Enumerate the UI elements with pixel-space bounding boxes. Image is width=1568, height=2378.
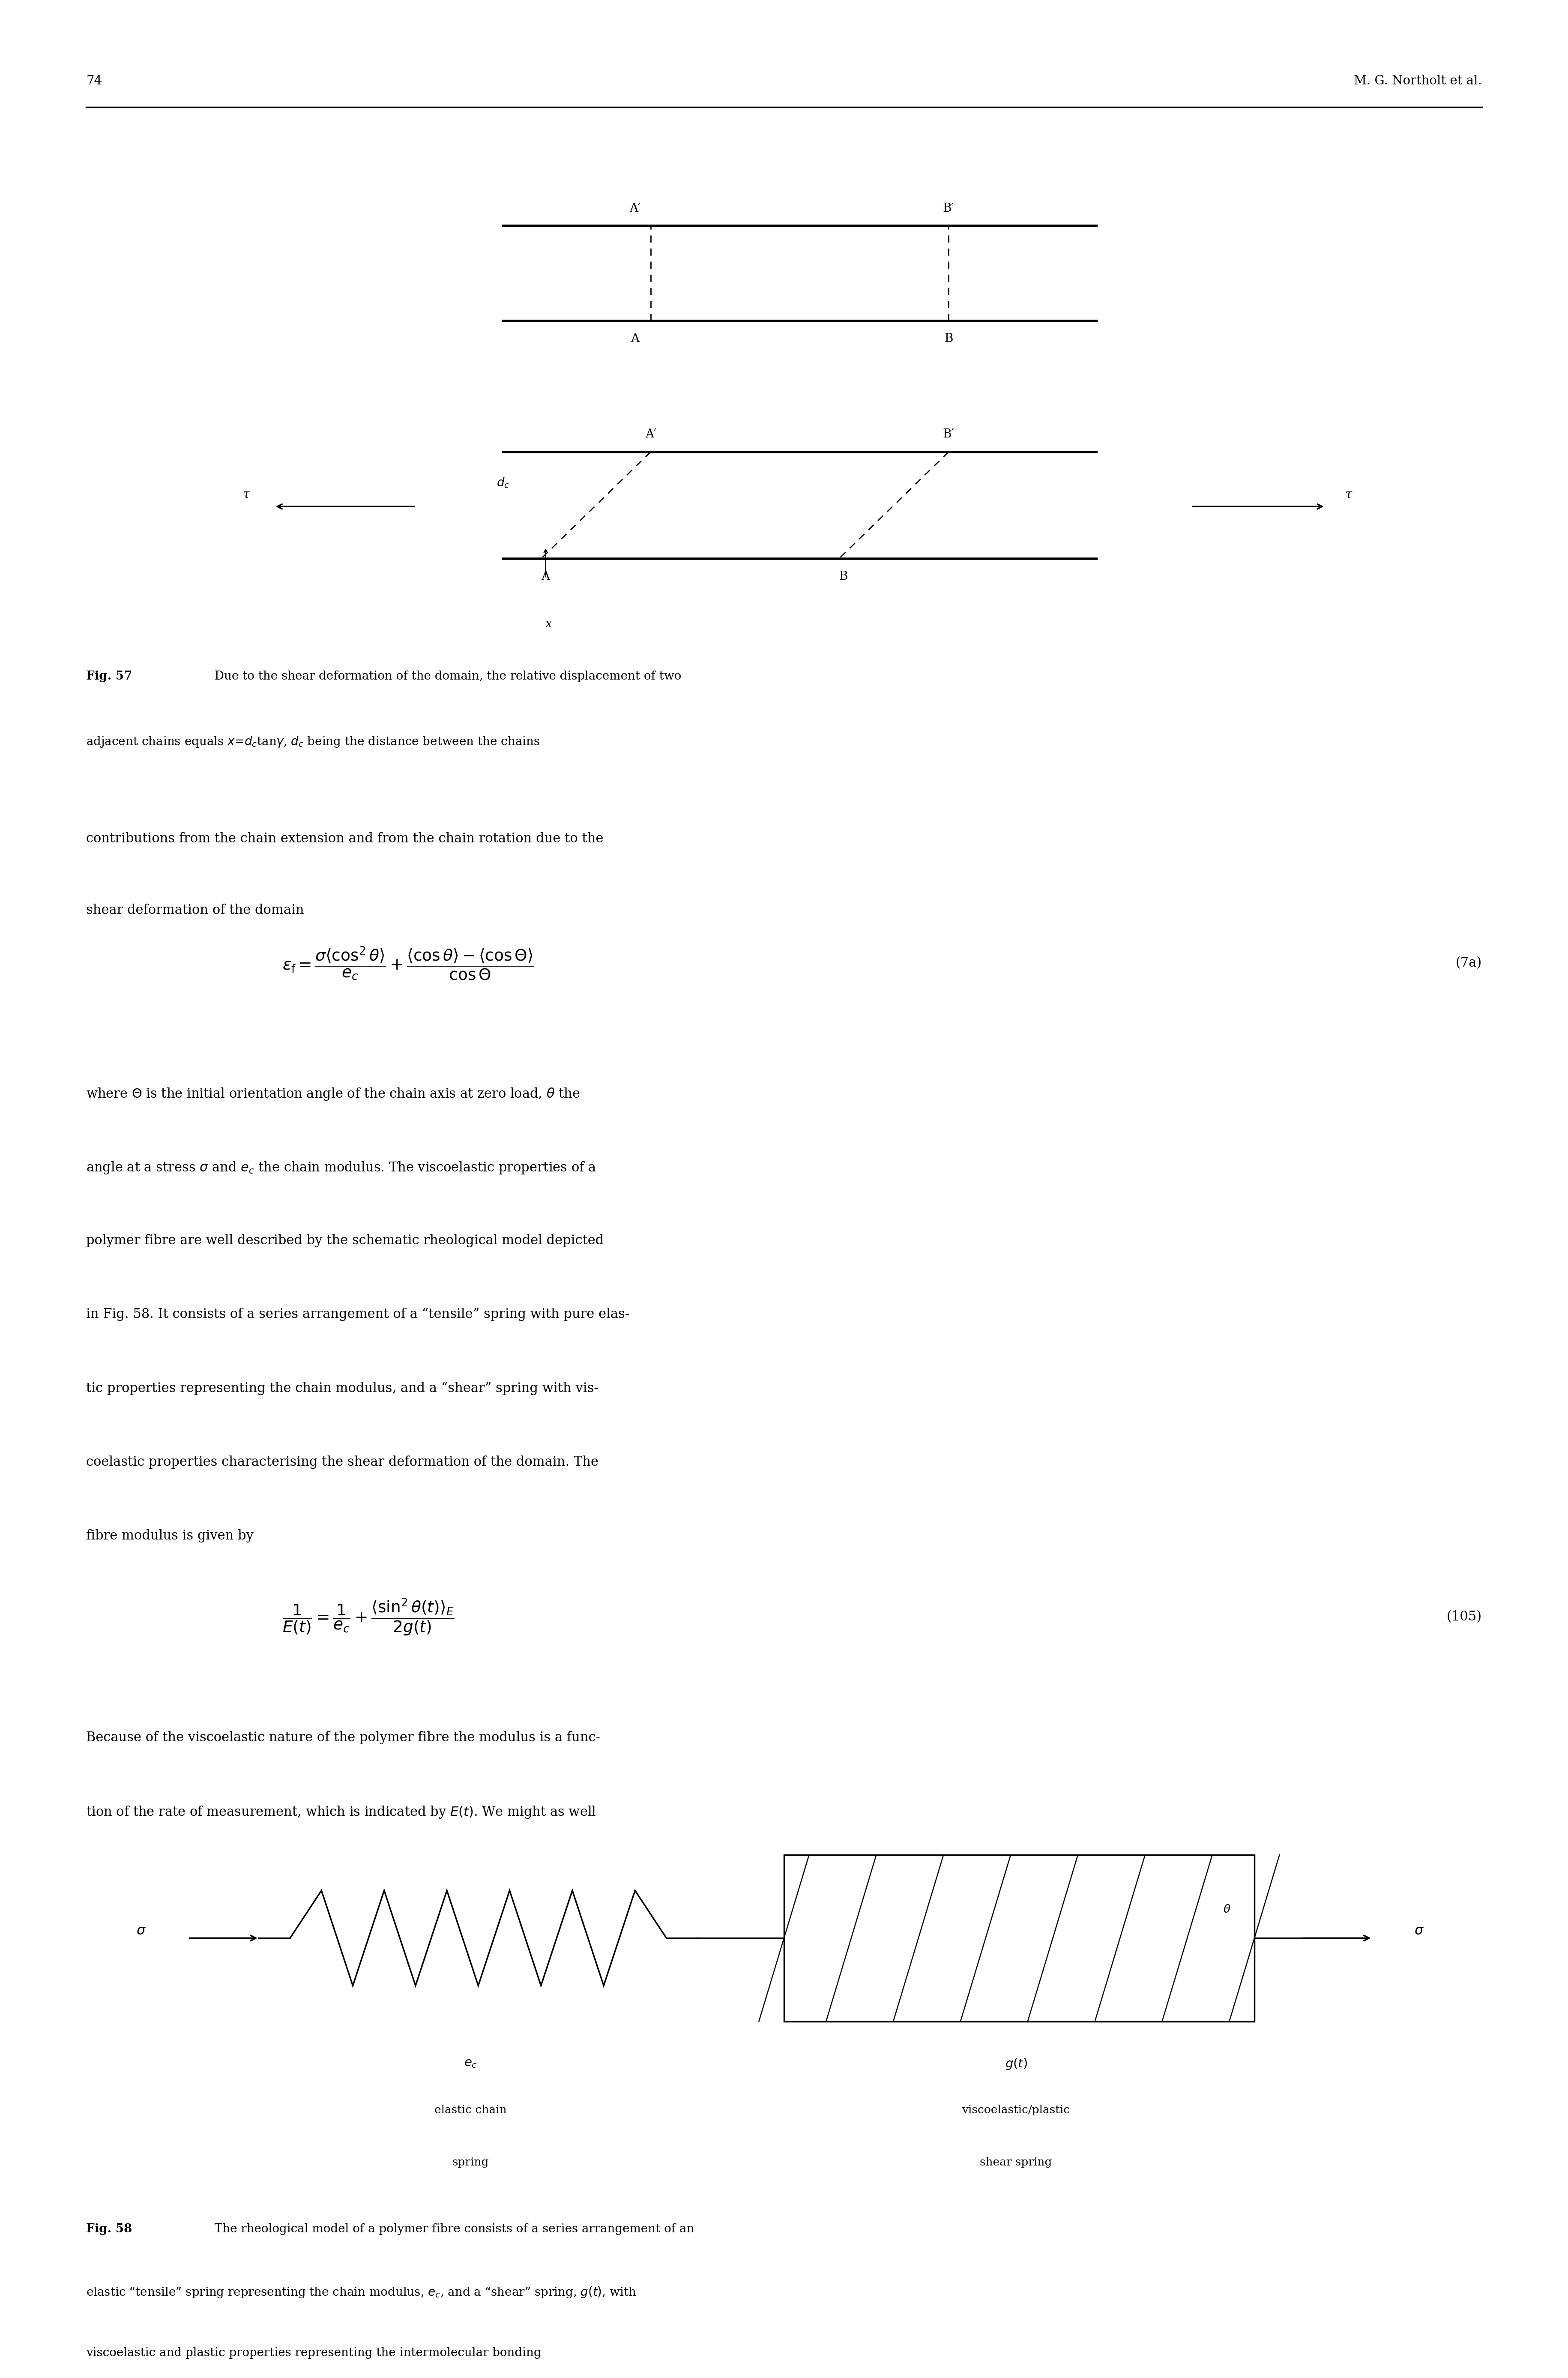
Text: (105): (105) (1447, 1610, 1482, 1624)
Text: B′: B′ (942, 428, 955, 440)
Text: tic properties representing the chain modulus, and a “shear” spring with vis-: tic properties representing the chain mo… (86, 1382, 599, 1396)
Text: shear spring: shear spring (980, 2157, 1052, 2169)
Text: $\dfrac{1}{E(t)} = \dfrac{1}{e_c} + \dfrac{\langle\sin^2\theta(t)\rangle_E}{2g(t: $\dfrac{1}{E(t)} = \dfrac{1}{e_c} + \dfr… (282, 1598, 455, 1636)
Text: $\theta$: $\theta$ (1223, 1905, 1231, 1914)
Text: angle at a stress $\sigma$ and $e_c$ the chain modulus. The viscoelastic propert: angle at a stress $\sigma$ and $e_c$ the… (86, 1160, 596, 1175)
Text: elastic chain: elastic chain (434, 2105, 506, 2116)
Text: $\sigma$: $\sigma$ (1414, 1924, 1424, 1938)
Text: polymer fibre are well described by the schematic rheological model depicted: polymer fibre are well described by the … (86, 1234, 604, 1248)
Text: Fig. 58: Fig. 58 (86, 2223, 132, 2235)
Text: (7a): (7a) (1455, 956, 1482, 970)
Text: τ: τ (243, 487, 249, 502)
Text: viscoelastic and plastic properties representing the intermolecular bonding: viscoelastic and plastic properties repr… (86, 2347, 541, 2359)
Text: A′: A′ (629, 202, 641, 214)
Text: contributions from the chain extension and from the chain rotation due to the: contributions from the chain extension a… (86, 832, 604, 847)
Text: x: x (546, 618, 552, 630)
Text: $\varepsilon_{\mathrm{f}} = \dfrac{\sigma\langle\cos^2\theta\rangle}{e_c} + \dfr: $\varepsilon_{\mathrm{f}} = \dfrac{\sigm… (282, 944, 535, 982)
Text: elastic “tensile” spring representing the chain modulus, $e_c$, and a “shear” sp: elastic “tensile” spring representing th… (86, 2285, 637, 2300)
Text: coelastic properties characterising the shear deformation of the domain. The: coelastic properties characterising the … (86, 1455, 599, 1470)
Text: $e_c$: $e_c$ (464, 2057, 477, 2069)
Text: The rheological model of a polymer fibre consists of a series arrangement of an: The rheological model of a polymer fibre… (207, 2223, 695, 2235)
Text: τ: τ (1345, 487, 1352, 502)
Text: spring: spring (452, 2157, 489, 2169)
Text: viscoelastic/plastic: viscoelastic/plastic (963, 2105, 1069, 2116)
Text: Fig. 57: Fig. 57 (86, 671, 132, 682)
Text: $d_c$: $d_c$ (497, 476, 510, 490)
Text: adjacent chains equals $x$=$d_c$tan$\gamma$, $d_c$ being the distance between th: adjacent chains equals $x$=$d_c$tan$\gam… (86, 735, 539, 749)
Text: 74: 74 (86, 74, 102, 88)
Text: tion of the rate of measurement, which is indicated by $E(t)$. We might as well: tion of the rate of measurement, which i… (86, 1805, 596, 1819)
Text: $g(t)$: $g(t)$ (1005, 2057, 1027, 2071)
Text: B: B (944, 333, 953, 345)
Text: B′: B′ (942, 202, 955, 214)
Text: $\sigma$: $\sigma$ (136, 1924, 146, 1938)
Text: in Fig. 58. It consists of a series arrangement of a “tensile” spring with pure : in Fig. 58. It consists of a series arra… (86, 1308, 629, 1322)
Text: A: A (541, 571, 550, 583)
Text: Because of the viscoelastic nature of the polymer fibre the modulus is a func-: Because of the viscoelastic nature of th… (86, 1731, 601, 1745)
Text: A: A (630, 333, 640, 345)
Text: shear deformation of the domain: shear deformation of the domain (86, 904, 304, 918)
Text: fibre modulus is given by: fibre modulus is given by (86, 1529, 254, 1543)
Text: B: B (839, 571, 848, 583)
Text: M. G. Northolt et al.: M. G. Northolt et al. (1353, 74, 1482, 88)
Text: A′: A′ (644, 428, 657, 440)
Text: Due to the shear deformation of the domain, the relative displacement of two: Due to the shear deformation of the doma… (207, 671, 682, 682)
Text: where $\Theta$ is the initial orientation angle of the chain axis at zero load, : where $\Theta$ is the initial orientatio… (86, 1087, 580, 1101)
